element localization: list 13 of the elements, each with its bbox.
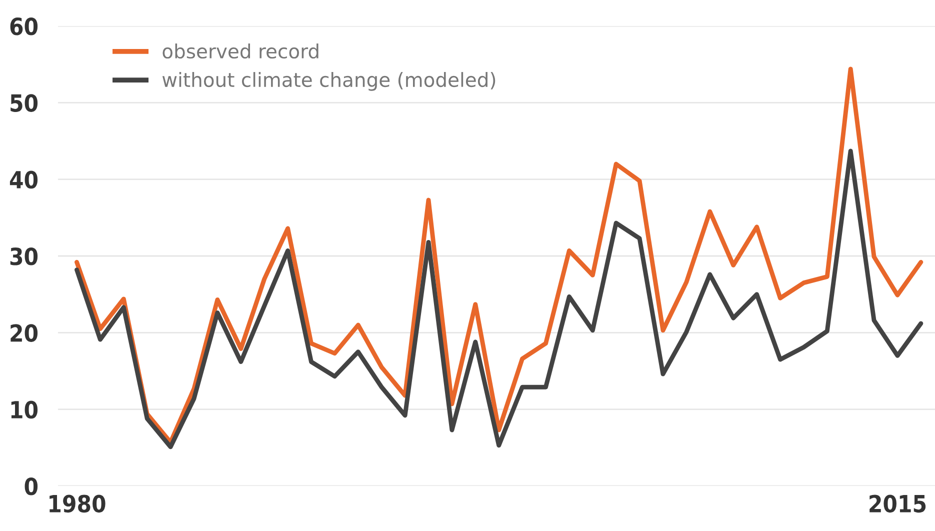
y-tick-label: 10: [11, 400, 38, 419]
y-tick-label: 30: [10, 247, 38, 266]
y-tick-label: 0: [24, 477, 38, 496]
y-tick-label: 60: [10, 17, 38, 36]
legend-label: observed record: [162, 44, 318, 59]
y-tick-label: 40: [10, 170, 38, 189]
line-series: [74, 148, 924, 450]
y-tick-label: 50: [10, 94, 38, 112]
x-tick-label: 2015: [870, 494, 926, 513]
x-tick-label: 1980: [50, 494, 106, 513]
legend-label: without climate change (modeled): [162, 72, 496, 91]
y-tick-label: 20: [10, 324, 38, 342]
line-series: [74, 66, 924, 445]
